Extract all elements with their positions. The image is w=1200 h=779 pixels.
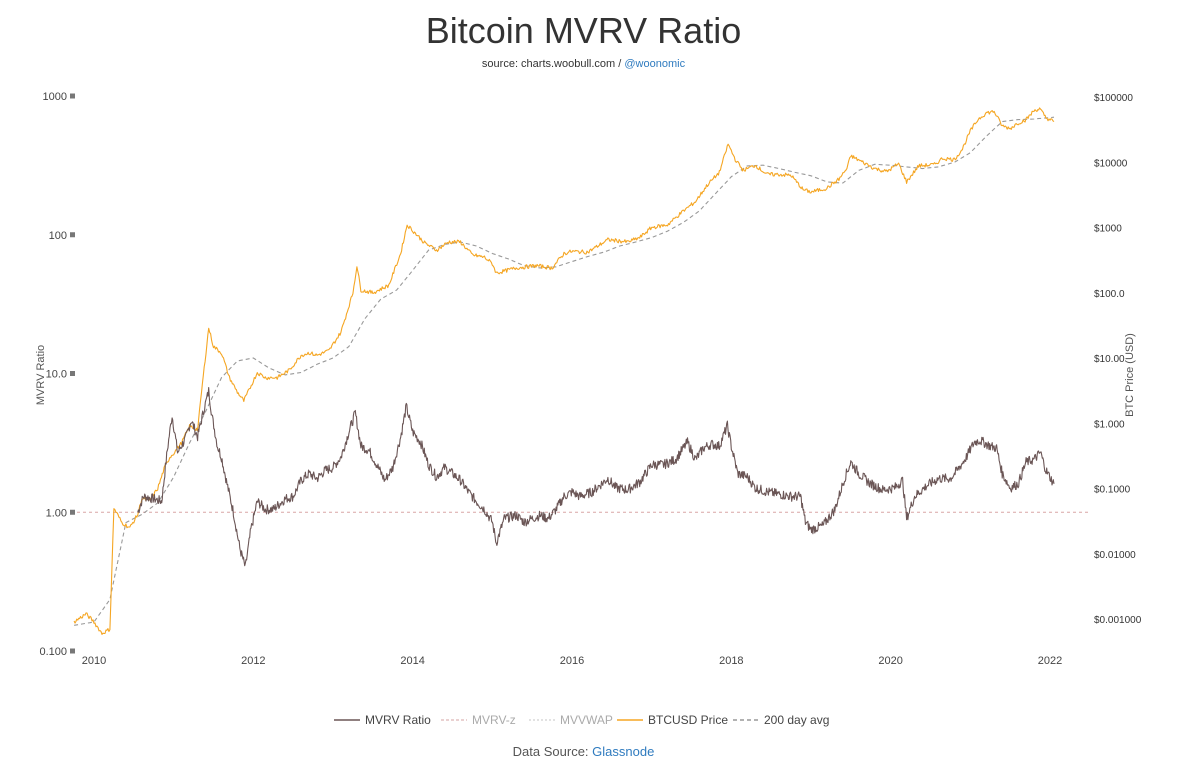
x-tick-label: 2014 xyxy=(400,655,424,667)
chart-title: Bitcoin MVRV Ratio xyxy=(425,10,742,51)
x-tick-label: 2012 xyxy=(241,655,265,667)
right-axis-title: BTC Price (USD) xyxy=(1124,333,1136,417)
right-tick-label: $0.001000 xyxy=(1094,615,1142,626)
x-tick-label: 2022 xyxy=(1038,655,1062,667)
axes-layer: 1000 100 10.0 1.00 0.100 $100000 $10000 $1000 $1… xyxy=(35,91,1142,667)
legend-item-200-day-avg[interactable]: 200 day avg xyxy=(733,713,829,727)
left-tick-label: 100 xyxy=(49,230,67,242)
right-tick-label: $10000 xyxy=(1094,158,1128,169)
chart-subtitle: source: charts.woobull.com / @woonomic xyxy=(0,58,1167,70)
right-tick-label: $100.0 xyxy=(1094,289,1125,300)
legend-label: BTCUSD Price xyxy=(648,713,728,727)
legend: MVRV Ratio MVRV-z MVVWAP BTCUSD Price 200 da… xyxy=(334,713,829,727)
legend-item-mvrv-ratio[interactable]: MVRV Ratio xyxy=(334,713,431,727)
x-tick-label: 2016 xyxy=(560,655,584,667)
left-tick-label: 1000 xyxy=(43,91,67,103)
legend-item-btcusd-price[interactable]: BTCUSD Price xyxy=(617,713,728,727)
left-tick-label: 0.100 xyxy=(39,646,67,658)
left-tick-mark xyxy=(70,648,75,654)
right-tick-label: $1.000 xyxy=(1094,419,1125,430)
series-btcusd-price xyxy=(73,107,1055,635)
right-tick-label: $0.1000 xyxy=(1094,485,1131,496)
data-source: Data Source: Glassnode xyxy=(0,744,1167,759)
series-mvrv-ratio xyxy=(137,387,1055,567)
right-tick-label: $1000 xyxy=(1094,224,1122,235)
left-tick-label: 10.0 xyxy=(46,369,67,381)
x-tick-label: 2018 xyxy=(719,655,743,667)
mvrv-series-layer xyxy=(137,387,1055,567)
left-tick-mark xyxy=(70,371,75,376)
source-text: source: charts.woobull.com / xyxy=(481,58,622,70)
legend-label: MVRV-z xyxy=(472,713,516,727)
data-source-label: Data Source: xyxy=(512,744,589,759)
series-200-day-avg xyxy=(74,116,1055,626)
price-series-layer xyxy=(73,107,1055,635)
legend-label: 200 day avg xyxy=(764,713,829,727)
left-tick-mark xyxy=(70,509,75,515)
author-handle-link[interactable]: @woonomic xyxy=(624,58,686,70)
right-tick-label: $0.01000 xyxy=(1094,550,1136,561)
x-tick-label: 2020 xyxy=(878,655,902,667)
legend-label: MVRV Ratio xyxy=(365,713,431,727)
legend-label: MVVWAP xyxy=(560,713,613,727)
left-axis-title: MVRV Ratio xyxy=(35,345,47,405)
legend-item-mvrv-z[interactable]: MVRV-z xyxy=(441,713,516,727)
x-tick-label: 2010 xyxy=(82,655,106,667)
left-tick-label: 1.00 xyxy=(46,507,67,519)
right-tick-label: $100000 xyxy=(1094,93,1133,104)
avg-series-layer xyxy=(74,116,1055,626)
legend-item-mvvwap[interactable]: MVVWAP xyxy=(529,713,613,727)
right-tick-label: $10.00 xyxy=(1094,354,1125,365)
glassnode-link[interactable]: Glassnode xyxy=(592,744,655,759)
left-tick-mark xyxy=(70,232,75,238)
left-tick-mark xyxy=(70,93,75,99)
